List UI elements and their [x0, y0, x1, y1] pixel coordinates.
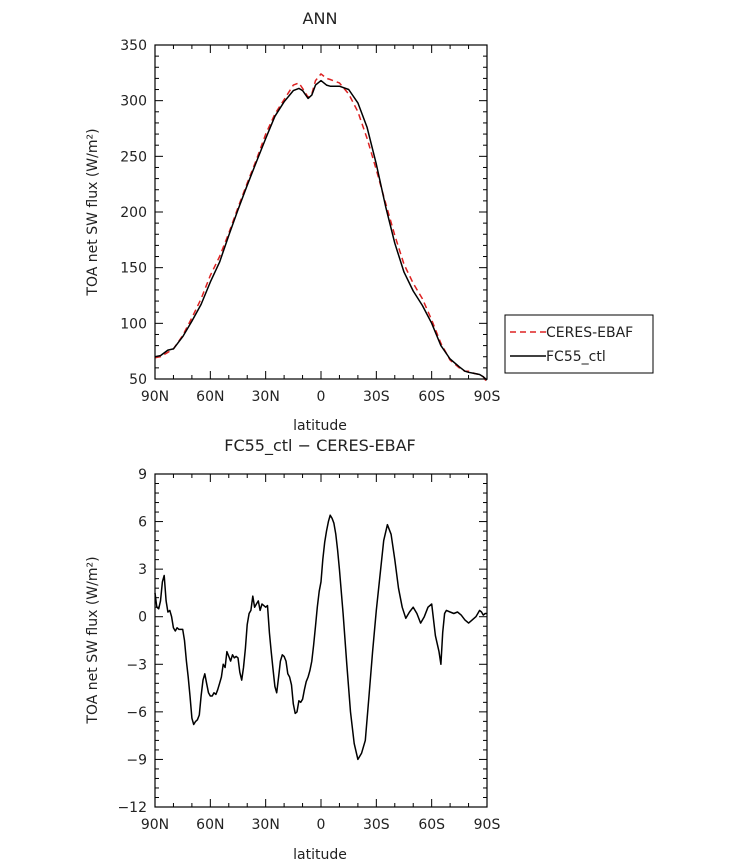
y-tick-label: 350	[120, 38, 147, 54]
x-tick-label: 90N	[141, 389, 169, 405]
x-tick-label: 90N	[141, 817, 169, 833]
bottom-series-lines	[154, 514, 487, 761]
y-tick-label: −12	[117, 800, 147, 816]
legend-box	[504, 314, 654, 374]
legend-label-fc55-ctl: FC55_ctl	[546, 349, 606, 365]
series-line-difference	[154, 514, 487, 761]
x-tick-label: 60S	[418, 389, 445, 405]
bottom-y-axis-label: TOA net SW flux (W/m²)	[85, 556, 101, 724]
y-tick-label: 150	[120, 261, 147, 277]
legend: CERES-EBAF FC55_ctl	[504, 314, 654, 374]
x-tick-label: 60N	[196, 389, 224, 405]
y-tick-label: 6	[138, 515, 147, 531]
bottom-x-axis-label: latitude	[293, 847, 347, 863]
top-y-axis-label: TOA net SW flux (W/m²)	[85, 128, 101, 296]
x-tick-label: 90S	[474, 389, 501, 405]
x-tick-label: 30N	[252, 389, 280, 405]
x-tick-label: 30S	[363, 817, 390, 833]
x-tick-label: 0	[317, 389, 326, 405]
bottom-axis-ticks: 90N 60N 30N 0 30S 60S 90S −12 −9 −6 −3 0 3 6 9	[117, 467, 500, 833]
top-panel: ANN TOA net SW flux (W/m²) latitude 90N 6…	[85, 9, 500, 434]
x-tick-label: 60S	[418, 817, 445, 833]
top-x-axis-label: latitude	[293, 418, 347, 434]
top-chart-title: ANN	[303, 9, 338, 28]
bottom-chart-title: FC55_ctl − CERES-EBAF	[224, 436, 416, 456]
x-tick-label: 90S	[474, 817, 501, 833]
top-plot-frame	[154, 44, 488, 380]
bottom-panel: FC55_ctl − CERES-EBAF TOA net SW flux (W…	[85, 436, 500, 863]
x-tick-label: 30N	[252, 817, 280, 833]
y-tick-label: 300	[120, 94, 147, 110]
y-tick-label: 200	[120, 205, 147, 221]
y-tick-label: 9	[138, 467, 147, 483]
y-tick-label: −3	[126, 657, 147, 673]
y-tick-label: −9	[126, 752, 147, 768]
y-tick-label: 50	[129, 372, 147, 388]
top-axis-ticks: 90N 60N 30N 0 30S 60S 90S 50 100 150 200 250 300 350	[120, 38, 500, 405]
x-tick-label: 0	[317, 817, 326, 833]
y-tick-label: 3	[138, 562, 147, 578]
top-series-lines	[154, 73, 488, 383]
y-tick-label: −6	[126, 705, 147, 721]
y-tick-label: 100	[120, 316, 147, 332]
y-tick-label: 250	[120, 149, 147, 165]
series-line-fc55-ctl	[154, 79, 488, 381]
bottom-plot-frame	[154, 473, 488, 808]
series-line-ceres-ebaf	[154, 73, 488, 383]
y-tick-label: 0	[138, 610, 147, 626]
x-tick-label: 60N	[196, 817, 224, 833]
legend-label-ceres-ebaf: CERES-EBAF	[546, 325, 633, 341]
x-tick-label: 30S	[363, 389, 390, 405]
